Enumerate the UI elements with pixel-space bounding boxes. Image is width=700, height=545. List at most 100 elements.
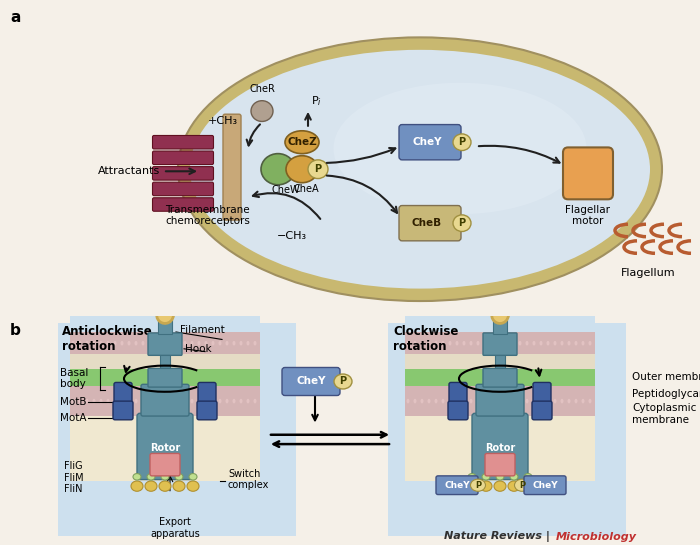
Bar (70, 354, 260, 370)
Ellipse shape (540, 341, 542, 346)
Ellipse shape (225, 399, 228, 403)
Text: Flagellar
motor: Flagellar motor (566, 204, 610, 226)
Bar (70, 386, 260, 416)
FancyBboxPatch shape (148, 368, 182, 387)
Ellipse shape (71, 341, 74, 346)
Ellipse shape (498, 341, 500, 346)
Ellipse shape (505, 341, 508, 346)
Ellipse shape (246, 341, 249, 346)
Ellipse shape (540, 399, 542, 403)
Ellipse shape (333, 83, 587, 214)
Ellipse shape (442, 399, 444, 403)
Text: Filament: Filament (180, 325, 225, 335)
FancyBboxPatch shape (223, 114, 241, 220)
Text: Anticlockwise
rotation: Anticlockwise rotation (62, 324, 153, 353)
Ellipse shape (162, 399, 165, 403)
Bar (70, 416, 260, 481)
Ellipse shape (253, 341, 256, 346)
Ellipse shape (491, 341, 494, 346)
Ellipse shape (519, 341, 522, 346)
Ellipse shape (225, 341, 228, 346)
Ellipse shape (190, 341, 193, 346)
Ellipse shape (246, 399, 249, 403)
Text: +CH₃: +CH₃ (208, 117, 238, 126)
Ellipse shape (78, 399, 81, 403)
FancyBboxPatch shape (148, 333, 182, 355)
Ellipse shape (463, 341, 466, 346)
Ellipse shape (435, 341, 438, 346)
Ellipse shape (547, 341, 550, 346)
Text: Export
apparatus: Export apparatus (150, 517, 200, 538)
Bar (70, 370, 260, 386)
Ellipse shape (484, 399, 486, 403)
Ellipse shape (442, 341, 444, 346)
Text: Peptidoglycan layer: Peptidoglycan layer (632, 389, 700, 398)
Ellipse shape (589, 341, 591, 346)
Text: FliG
FliM
FliN: FliG FliM FliN (64, 461, 83, 494)
Ellipse shape (449, 341, 452, 346)
FancyBboxPatch shape (563, 147, 613, 199)
Ellipse shape (456, 399, 458, 403)
Text: MotA: MotA (60, 413, 87, 423)
Ellipse shape (92, 341, 95, 346)
Ellipse shape (463, 399, 466, 403)
Text: CheY: CheY (412, 137, 442, 147)
FancyBboxPatch shape (114, 383, 132, 407)
Ellipse shape (526, 399, 528, 403)
Ellipse shape (155, 399, 158, 403)
Ellipse shape (120, 341, 123, 346)
Ellipse shape (484, 341, 486, 346)
Ellipse shape (169, 399, 172, 403)
Text: Transmembrane
chemoreceptors: Transmembrane chemoreceptors (165, 204, 250, 226)
FancyBboxPatch shape (532, 401, 552, 420)
Text: Hook: Hook (185, 344, 211, 354)
FancyBboxPatch shape (153, 151, 214, 165)
FancyBboxPatch shape (472, 413, 528, 480)
Ellipse shape (456, 341, 458, 346)
Text: CheA: CheA (293, 184, 319, 194)
Text: CheZ: CheZ (287, 137, 317, 147)
Bar (495, 349, 505, 414)
Bar (493, 315, 507, 334)
Ellipse shape (173, 481, 185, 491)
Bar (70, 220, 260, 332)
Ellipse shape (204, 341, 207, 346)
Text: b: b (10, 323, 21, 338)
FancyBboxPatch shape (476, 384, 524, 416)
Ellipse shape (547, 399, 550, 403)
FancyBboxPatch shape (150, 453, 180, 476)
FancyBboxPatch shape (449, 383, 467, 407)
Ellipse shape (159, 481, 171, 491)
Text: Clockwise
rotation: Clockwise rotation (393, 324, 458, 353)
Ellipse shape (510, 474, 518, 480)
Text: CheR: CheR (249, 84, 275, 94)
Ellipse shape (512, 399, 514, 403)
Text: Rotor: Rotor (150, 443, 180, 453)
Text: P: P (458, 218, 466, 228)
Bar (405, 416, 595, 481)
Ellipse shape (589, 399, 591, 403)
FancyBboxPatch shape (198, 383, 216, 407)
Ellipse shape (197, 341, 200, 346)
Text: P: P (314, 164, 321, 174)
Text: P: P (475, 481, 481, 490)
Ellipse shape (155, 341, 158, 346)
Ellipse shape (106, 341, 109, 346)
Bar (405, 332, 595, 354)
Ellipse shape (477, 341, 480, 346)
FancyBboxPatch shape (197, 401, 217, 420)
Ellipse shape (239, 341, 242, 346)
Text: P$_i$: P$_i$ (311, 94, 322, 107)
FancyBboxPatch shape (533, 383, 551, 407)
Ellipse shape (85, 341, 88, 346)
Ellipse shape (512, 341, 514, 346)
Ellipse shape (480, 481, 492, 491)
Ellipse shape (554, 341, 556, 346)
Ellipse shape (131, 481, 143, 491)
Ellipse shape (568, 399, 570, 403)
Ellipse shape (522, 481, 534, 491)
Ellipse shape (466, 481, 478, 491)
Ellipse shape (189, 474, 197, 480)
Text: Microbiology: Microbiology (556, 532, 637, 542)
Ellipse shape (232, 399, 235, 403)
